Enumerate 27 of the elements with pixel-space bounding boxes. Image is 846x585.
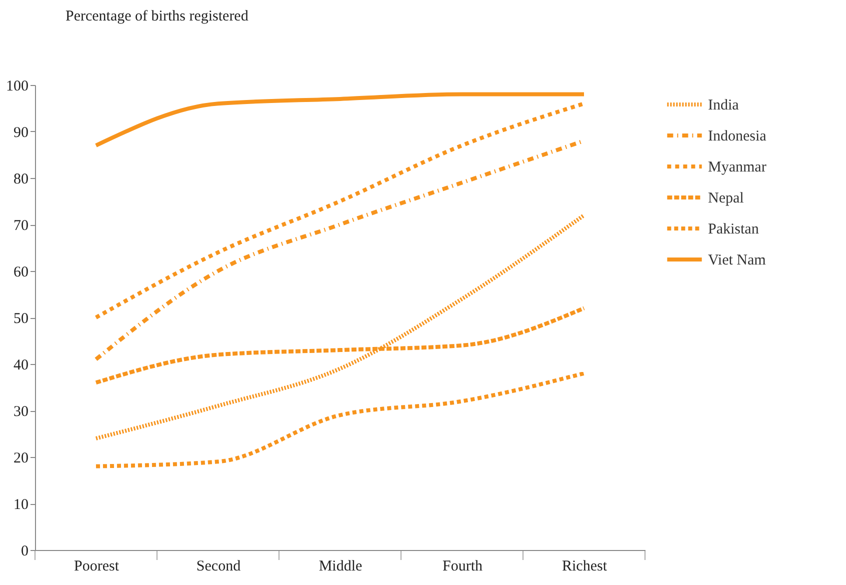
x-tick-label: Poorest — [74, 558, 120, 574]
y-tick-label: 20 — [14, 450, 28, 466]
legend-label: Myanmar — [708, 160, 766, 176]
legend-label: Indonesia — [708, 128, 767, 144]
y-tick-label: 90 — [14, 125, 28, 141]
line-series — [94, 213, 586, 440]
y-axis-title: Percentage of births registered — [66, 8, 249, 24]
y-tick-label: 60 — [14, 264, 28, 280]
y-tick-label: 10 — [14, 497, 28, 513]
x-tick-label: Middle — [318, 558, 362, 574]
y-tick-label: 40 — [14, 358, 28, 374]
y-tick-label: 0 — [21, 544, 28, 560]
y-tick-label: 50 — [14, 311, 28, 327]
line-series — [94, 92, 586, 148]
y-tick-label: 70 — [14, 218, 28, 234]
legend-label: India — [708, 98, 740, 114]
legend-label: Nepal — [708, 190, 744, 206]
line-series — [94, 102, 586, 320]
y-tick-label: 80 — [14, 172, 28, 188]
legend-label: Viet Nam — [708, 252, 766, 268]
y-tick-label: 30 — [14, 404, 28, 420]
x-tick-label: Second — [196, 558, 242, 574]
legend-label: Pakistan — [708, 222, 760, 238]
y-tick-label: 100 — [6, 78, 28, 94]
x-tick-label: Richest — [562, 558, 608, 574]
line-series — [94, 371, 586, 468]
x-tick-label: Fourth — [442, 558, 483, 574]
